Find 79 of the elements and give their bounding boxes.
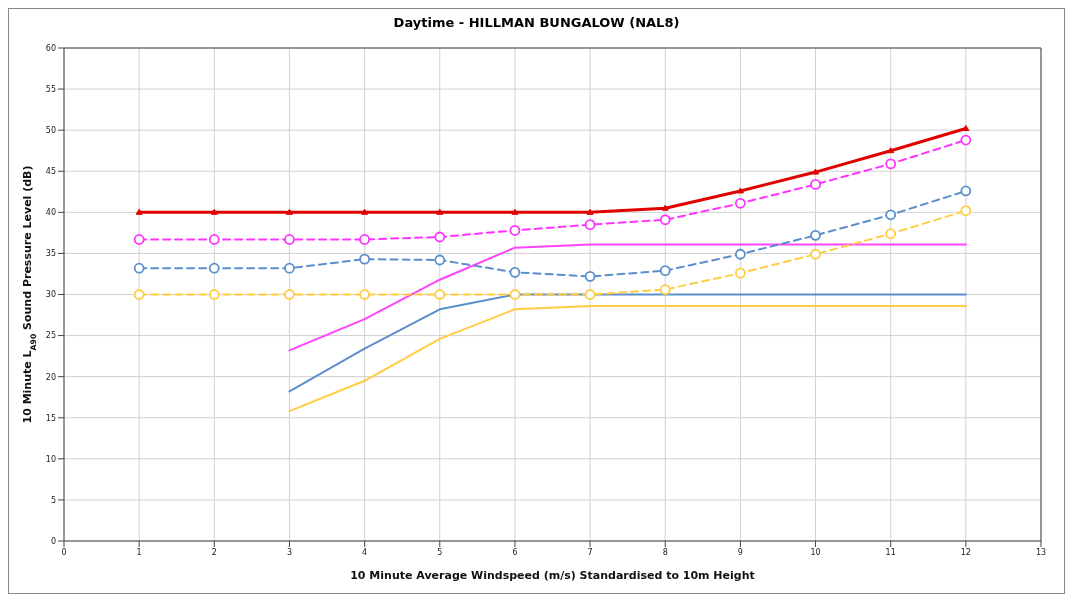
point [284,234,295,245]
y-tick-label: 25 [45,331,56,341]
point [659,214,671,226]
point [436,208,444,215]
y-tick-label: 20 [45,372,56,382]
x-tick-label: 2 [211,547,217,557]
point [434,289,446,300]
y-tick-label: 55 [45,84,56,94]
point [434,254,446,266]
point [135,208,143,215]
point [810,179,821,190]
point [359,253,371,265]
x-tick-label: 1 [136,547,142,557]
x-tick-label: 3 [286,547,293,557]
y-tick-label: 10 [45,454,56,464]
point [285,208,293,215]
point [885,228,897,240]
line-series [288,243,967,352]
point [659,265,671,277]
point [210,208,218,215]
point [584,219,596,231]
point [659,284,671,295]
x-tick-label: 7 [587,547,593,557]
point [284,289,295,300]
x-axis-title: 10 Minute Average Windspeed (m/s) Standardised to 10m Height [350,569,755,582]
point [208,289,220,300]
x-tick-label: 12 [960,547,971,557]
x-tick-label: 6 [512,547,518,557]
y-tick-label: 40 [45,208,56,218]
point [734,197,746,209]
point [509,266,521,278]
y-tick-label: 60 [45,43,56,53]
point [734,248,746,260]
point [960,134,972,146]
point [734,267,746,279]
y-tick-label: 45 [45,167,56,177]
y-tick-label: 50 [45,126,56,136]
point [509,225,521,236]
point [584,289,596,300]
x-tick-label: 5 [437,547,443,557]
point [133,234,145,245]
point [509,289,521,300]
x-tick-label: 0 [61,547,67,557]
point [584,271,596,282]
point [812,168,820,175]
x-tick-label: 9 [737,547,743,557]
chart-title: Daytime - HILLMAN BUNGALOW (NAL8) [392,14,681,32]
point [736,187,744,194]
line-series [288,305,967,413]
point [960,185,972,197]
point [359,234,371,245]
point [960,205,972,217]
point [511,208,519,215]
x-tick-label: 8 [662,547,668,557]
point [434,231,446,243]
point [284,262,295,274]
point [885,209,897,221]
point [962,125,970,132]
point [208,234,220,245]
point [810,248,821,260]
point [887,147,895,154]
point [359,289,371,300]
point [885,158,897,170]
y-tick-label: 15 [45,413,56,423]
x-tick-label: 11 [885,547,896,557]
point [586,208,594,215]
y-tick-label: 5 [50,495,56,505]
point [133,262,145,274]
x-tick-label: 13 [1035,547,1047,557]
point [361,208,369,215]
y-tick-label: 30 [45,290,56,300]
x-tick-label: 4 [362,547,368,557]
point [661,204,669,211]
y-tick-label: 35 [45,249,56,259]
y-tick-label: 0 [50,536,56,546]
point [810,229,821,241]
point [208,262,220,274]
x-tick-label: 10 [810,547,821,557]
point [133,289,145,300]
